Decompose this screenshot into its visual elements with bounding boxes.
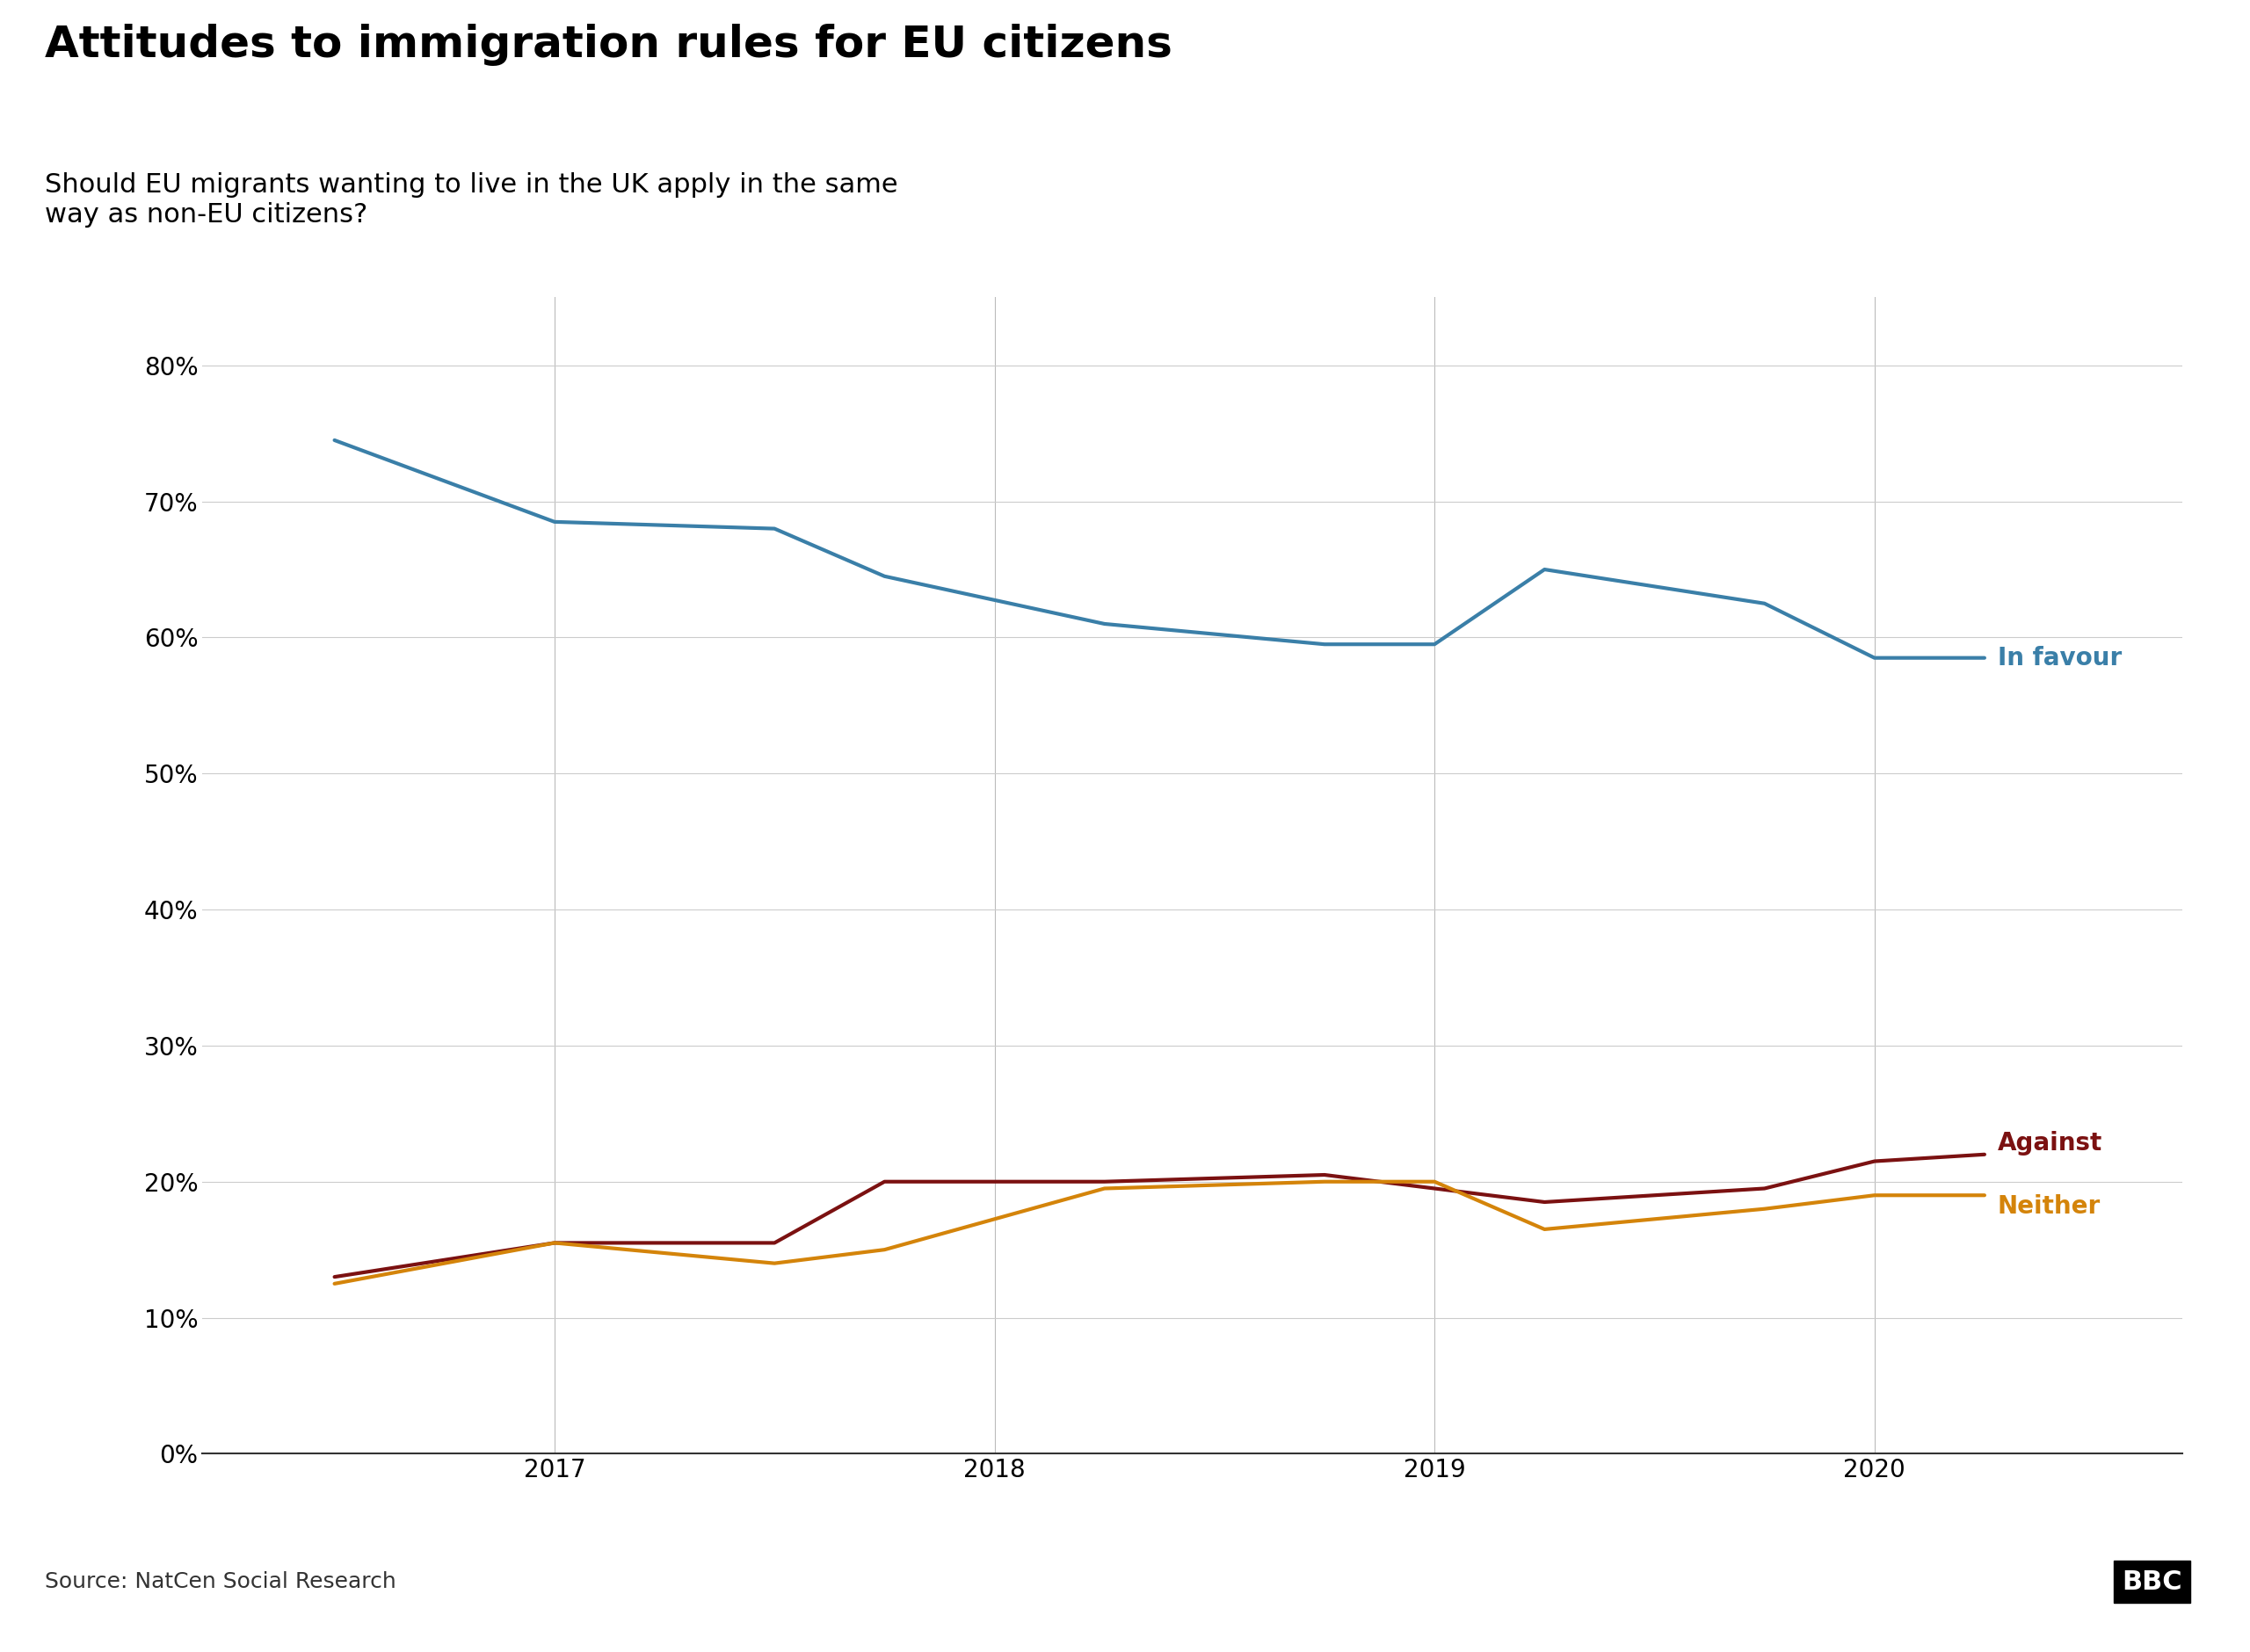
Text: Should EU migrants wanting to live in the UK apply in the same
way as non-EU cit: Should EU migrants wanting to live in th… xyxy=(45,172,898,228)
Text: Attitudes to immigration rules for EU citizens: Attitudes to immigration rules for EU ci… xyxy=(45,23,1172,66)
Text: BBC: BBC xyxy=(2122,1569,2182,1594)
Text: Source: NatCen Social Research: Source: NatCen Social Research xyxy=(45,1571,396,1593)
Text: Against: Against xyxy=(1998,1132,2102,1156)
Text: In favour: In favour xyxy=(1998,646,2122,671)
Text: Neither: Neither xyxy=(1998,1194,2102,1219)
